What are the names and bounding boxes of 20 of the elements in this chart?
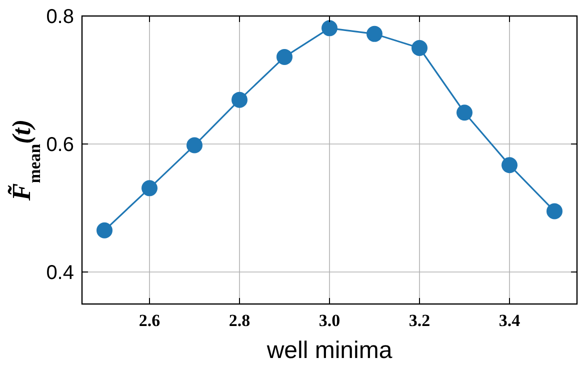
point xyxy=(456,104,472,121)
x-tick-label: 2.6 xyxy=(138,311,160,330)
y-tick-label: 0.4 xyxy=(46,262,74,284)
point xyxy=(96,222,112,238)
x-tick-label: 3.0 xyxy=(318,311,340,330)
x-tick-label: 3.4 xyxy=(498,311,521,330)
x-axis-title: well minima xyxy=(266,337,393,364)
point xyxy=(412,40,428,56)
point xyxy=(232,92,248,108)
x-tick-label: 2.8 xyxy=(228,311,250,330)
y-tick-label: 0.6 xyxy=(46,134,74,156)
point xyxy=(276,48,292,65)
x-tick-label: 3.2 xyxy=(408,311,430,330)
point xyxy=(366,26,382,42)
point xyxy=(142,180,158,196)
point xyxy=(502,157,518,174)
point xyxy=(546,203,562,220)
point xyxy=(322,20,338,36)
point xyxy=(186,137,202,154)
y-tick-label: 0.8 xyxy=(46,6,74,28)
